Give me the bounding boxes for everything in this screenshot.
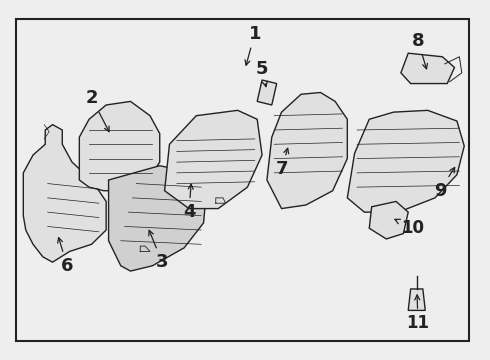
Text: 8: 8 (412, 32, 427, 69)
Text: 11: 11 (407, 295, 429, 332)
Polygon shape (109, 166, 206, 271)
Text: 3: 3 (149, 230, 169, 271)
Polygon shape (408, 289, 425, 310)
Polygon shape (24, 125, 106, 262)
Polygon shape (347, 111, 464, 212)
Polygon shape (401, 53, 455, 84)
Polygon shape (369, 202, 408, 239)
Polygon shape (165, 111, 262, 208)
Text: 7: 7 (275, 148, 289, 178)
Text: 6: 6 (58, 238, 74, 275)
Polygon shape (267, 93, 347, 208)
Text: 1: 1 (245, 24, 261, 65)
Text: 5: 5 (256, 60, 269, 87)
Text: 2: 2 (85, 89, 109, 132)
Polygon shape (257, 80, 277, 105)
Text: 10: 10 (395, 219, 425, 237)
Polygon shape (79, 102, 160, 191)
Text: 9: 9 (434, 167, 455, 200)
Text: 4: 4 (183, 184, 195, 221)
